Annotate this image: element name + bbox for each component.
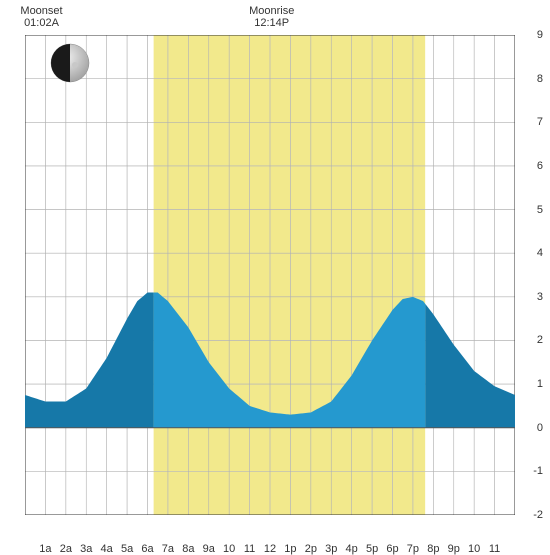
moonrise-title: Moonrise: [249, 5, 294, 17]
moon-phase-icon: [50, 43, 90, 83]
y-tick: 7: [537, 116, 543, 128]
y-tick: -1: [533, 465, 543, 477]
x-tick: 5a: [121, 543, 133, 555]
y-tick: 5: [537, 204, 543, 216]
moonset-label: Moonset 01:02A: [20, 5, 62, 29]
y-tick: 0: [537, 422, 543, 434]
x-tick: 8p: [427, 543, 439, 555]
x-tick: 7p: [407, 543, 419, 555]
y-tick: 6: [537, 160, 543, 172]
header-labels: Moonset 01:02A Moonrise 12:14P: [5, 5, 545, 35]
moonset-title: Moonset: [20, 5, 62, 17]
y-tick: -2: [533, 509, 543, 521]
x-tick: 9a: [203, 543, 215, 555]
x-tick: 7a: [162, 543, 174, 555]
tide-chart: Moonset 01:02A Moonrise 12:14P: [5, 5, 545, 545]
x-tick: 4a: [101, 543, 113, 555]
y-tick: 1: [537, 378, 543, 390]
x-tick: 1a: [39, 543, 51, 555]
x-tick: 11: [489, 543, 500, 555]
x-tick: 1p: [284, 543, 296, 555]
y-tick: 8: [537, 73, 543, 85]
x-tick: 6p: [386, 543, 398, 555]
x-tick: 3a: [80, 543, 92, 555]
y-tick: 3: [537, 291, 543, 303]
x-tick: 8a: [182, 543, 194, 555]
x-tick: 5p: [366, 543, 378, 555]
x-tick: 11: [244, 543, 255, 555]
x-tick: 3p: [325, 543, 337, 555]
y-tick: 2: [537, 334, 543, 346]
x-tick: 12: [264, 543, 276, 555]
x-tick: 2p: [305, 543, 317, 555]
x-tick: 6a: [141, 543, 153, 555]
plot-area: [25, 35, 515, 515]
x-tick: 9p: [448, 543, 460, 555]
moonrise-time: 12:14P: [249, 17, 294, 29]
moonrise-label: Moonrise 12:14P: [249, 5, 294, 29]
x-tick: 10: [468, 543, 480, 555]
x-tick: 10: [223, 543, 235, 555]
moonset-time: 01:02A: [20, 17, 62, 29]
y-tick: 9: [537, 29, 543, 41]
y-tick: 4: [537, 247, 543, 259]
x-tick: 4p: [346, 543, 358, 555]
x-tick: 2a: [60, 543, 72, 555]
plot-svg: [25, 35, 515, 515]
